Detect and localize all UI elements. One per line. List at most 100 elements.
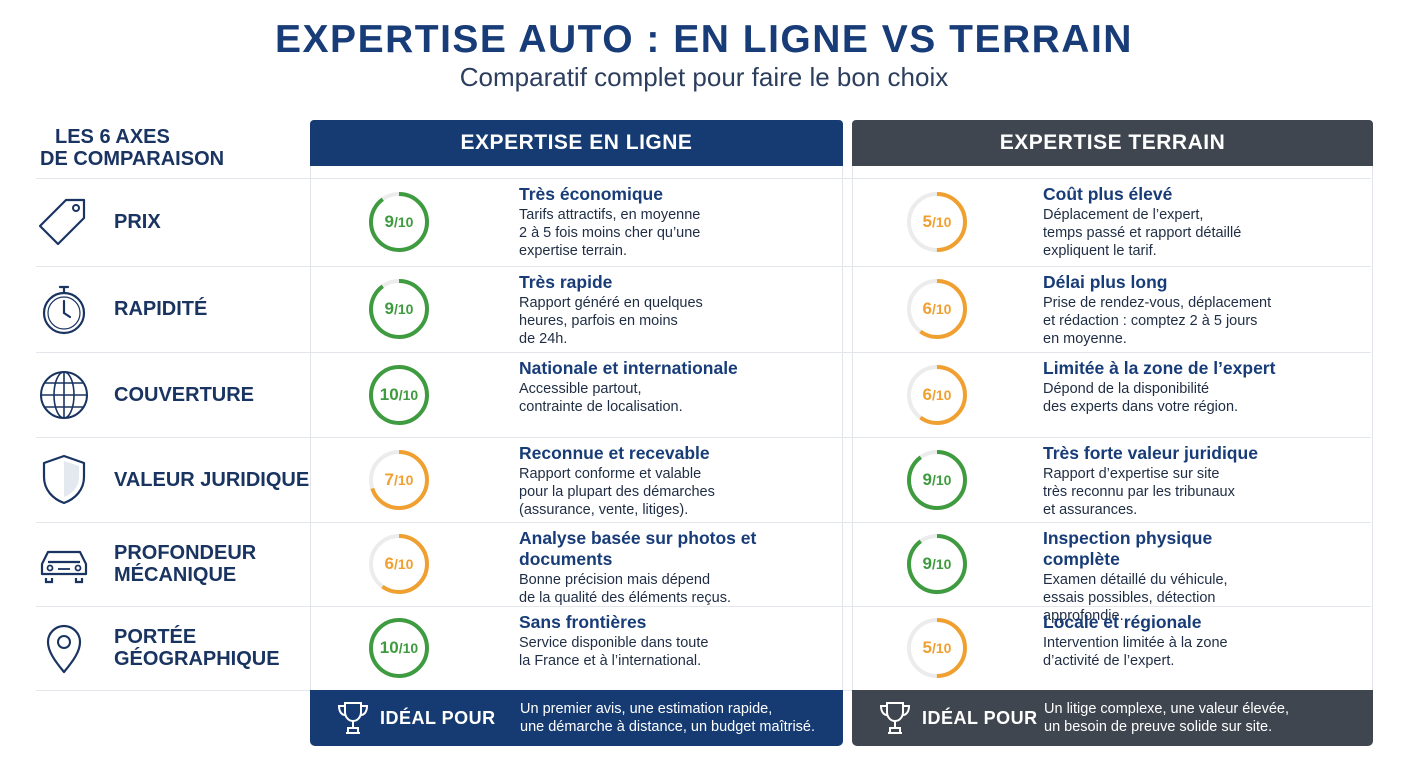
score-number: 10 bbox=[379, 384, 399, 404]
terrain-desc-line: Intervention limitée à la zone bbox=[1043, 635, 1228, 651]
terrain-desc-line: Examen détaillé du véhicule, bbox=[1043, 572, 1228, 588]
score-ring-fill bbox=[369, 534, 429, 594]
online-desc-headline: Très économique bbox=[519, 184, 663, 204]
ideal-for-text-terrain: Un litige complexe, une valeur élevée, u… bbox=[1044, 700, 1289, 736]
ideal-terrain-line: Un litige complexe, une valeur élevée, bbox=[1044, 701, 1290, 717]
online-desc-line: de 24h. bbox=[519, 331, 568, 347]
terrain-desc-headline: Très forte valeur juridique bbox=[1043, 443, 1258, 463]
online-desc-line: (assurance, vente, litiges). bbox=[519, 502, 689, 518]
terrain-desc-line: Prise de rendez-vous, déplacement bbox=[1043, 295, 1272, 311]
online-score: 7/10 bbox=[368, 449, 430, 511]
online-desc: Sans frontières Service disponible dans t… bbox=[519, 612, 769, 670]
terrain-panel bbox=[852, 166, 1373, 690]
score-ring-fill bbox=[369, 364, 429, 425]
score-number: 7 bbox=[384, 469, 394, 489]
online-desc-line: 2 à 5 fois moins cher qu’une bbox=[519, 225, 701, 241]
online-score-ring bbox=[369, 192, 429, 252]
terrain-score-ring bbox=[907, 192, 967, 252]
terrain-score-ring bbox=[907, 618, 967, 678]
terrain-score: 5/10 bbox=[906, 191, 968, 253]
terrain-score-ring bbox=[907, 279, 967, 339]
online-desc-line: de la qualité des éléments reçus. bbox=[519, 590, 731, 606]
ideal-online-line: Un premier avis, une estimation rapide, bbox=[520, 701, 773, 717]
axis-label: VALEUR JURIDIQUE bbox=[114, 469, 309, 491]
stopwatch-icon bbox=[42, 285, 86, 335]
online-desc-line: Rapport généré en quelques bbox=[519, 295, 703, 311]
terrain-score-value: 5/10 bbox=[906, 617, 968, 679]
trophy-icon bbox=[337, 702, 369, 734]
online-desc-line: heures, parfois en moins bbox=[519, 313, 678, 329]
axis-label-line: COUVERTURE bbox=[114, 383, 255, 406]
terrain-desc: Locale et régionale Intervention limitée … bbox=[1043, 612, 1293, 670]
axes-heading-line1: LES 6 AXES bbox=[55, 126, 170, 148]
terrain-desc-headline: Inspection physique complète bbox=[1043, 528, 1213, 569]
online-score-value: 9/10 bbox=[368, 191, 430, 253]
score-denominator: /10 bbox=[932, 386, 952, 403]
online-score-ring bbox=[369, 534, 429, 594]
online-desc-line: Tarifs attractifs, en moyenne bbox=[519, 207, 701, 223]
terrain-desc-line: approfondie. bbox=[1043, 608, 1124, 624]
score-number: 6 bbox=[922, 299, 932, 318]
row-divider bbox=[36, 606, 1371, 607]
ideal-for-terrain: IDÉAL POUR Un litige complexe, une valeu… bbox=[852, 690, 1373, 746]
score-denominator: /10 bbox=[394, 214, 414, 230]
online-desc-line: pour la plupart des démarches bbox=[519, 484, 715, 500]
ideal-terrain-line: un besoin de preuve solide sur site. bbox=[1044, 719, 1273, 735]
axis-label-line: PROFONDEUR bbox=[114, 542, 257, 564]
price-tag-icon bbox=[38, 198, 86, 246]
globe-icon bbox=[40, 370, 88, 419]
terrain-desc-line: très reconnu par les tribunaux bbox=[1043, 484, 1235, 500]
score-denominator: /10 bbox=[932, 640, 952, 656]
online-score: 6/10 bbox=[368, 533, 430, 595]
online-desc: Analyse basée sur photos et documents Bon… bbox=[519, 528, 769, 607]
online-panel bbox=[310, 166, 843, 690]
online-desc-headline: Sans frontières bbox=[519, 612, 647, 632]
axes-heading: LES 6 AXES DE COMPARAISON bbox=[40, 126, 224, 170]
online-desc-line: la France et à l’international. bbox=[519, 653, 702, 669]
score-ring-fill bbox=[907, 449, 967, 510]
shield-icon bbox=[42, 454, 86, 504]
online-desc: Reconnue et recevable Rapport conforme et… bbox=[519, 443, 769, 519]
axis-label-line: PRIX bbox=[114, 211, 161, 233]
online-score-value: 9/10 bbox=[368, 278, 430, 340]
score-number: 5 bbox=[922, 638, 932, 657]
score-denominator: /10 bbox=[932, 301, 952, 317]
terrain-score: 5/10 bbox=[906, 617, 968, 679]
online-score-value: 7/10 bbox=[368, 449, 430, 511]
terrain-score: 6/10 bbox=[906, 278, 968, 340]
score-ring-fill bbox=[907, 618, 967, 678]
score-number: 9 bbox=[384, 212, 394, 231]
online-desc-line: Bonne précision mais dépend bbox=[519, 572, 711, 588]
column-header-online: EXPERTISE EN LIGNE bbox=[310, 120, 843, 166]
online-desc-line: Rapport conforme et valable bbox=[519, 466, 702, 482]
axis-label: PRIX bbox=[114, 211, 161, 233]
axis-label: RAPIDITÉ bbox=[114, 298, 207, 320]
trophy-icon bbox=[879, 702, 911, 734]
ideal-online-line: une démarche à distance, un budget maîtr… bbox=[520, 719, 816, 735]
online-desc-line: expertise terrain. bbox=[519, 243, 627, 259]
terrain-score: 9/10 bbox=[906, 533, 968, 595]
online-desc-headline: Reconnue et recevable bbox=[519, 443, 710, 463]
score-number: 5 bbox=[922, 212, 932, 231]
axes-heading-line2: DE COMPARAISON bbox=[40, 148, 225, 170]
score-ring-fill bbox=[369, 192, 429, 252]
axis-label-line: GÉOGRAPHIQUE bbox=[114, 648, 280, 670]
score-denominator: /10 bbox=[394, 301, 414, 317]
score-ring-fill bbox=[369, 618, 429, 678]
terrain-desc: Délai plus long Prise de rendez-vous, dép… bbox=[1043, 272, 1293, 348]
terrain-desc-line: d’activité de l’expert. bbox=[1043, 653, 1175, 669]
terrain-score: 6/10 bbox=[906, 364, 968, 426]
axis-label: COUVERTURE bbox=[114, 384, 254, 406]
online-score-ring bbox=[369, 279, 429, 339]
score-denominator: /10 bbox=[394, 471, 414, 488]
terrain-score-value: 9/10 bbox=[906, 533, 968, 595]
terrain-desc: Coût plus élevé Déplacement de l’expert, t… bbox=[1043, 184, 1293, 260]
score-number: 9 bbox=[922, 554, 932, 573]
ideal-for-online: IDÉAL POUR Un premier avis, une estimati… bbox=[310, 690, 843, 746]
axis-label-line: RAPIDITÉ bbox=[114, 298, 208, 320]
terrain-desc-headline: Locale et régionale bbox=[1043, 612, 1202, 632]
ideal-for-label-online: IDÉAL POUR bbox=[380, 708, 496, 728]
terrain-desc-line: et assurances. bbox=[1043, 502, 1138, 518]
terrain-desc-headline: Coût plus élevé bbox=[1043, 184, 1173, 204]
score-number: 10 bbox=[379, 638, 399, 657]
